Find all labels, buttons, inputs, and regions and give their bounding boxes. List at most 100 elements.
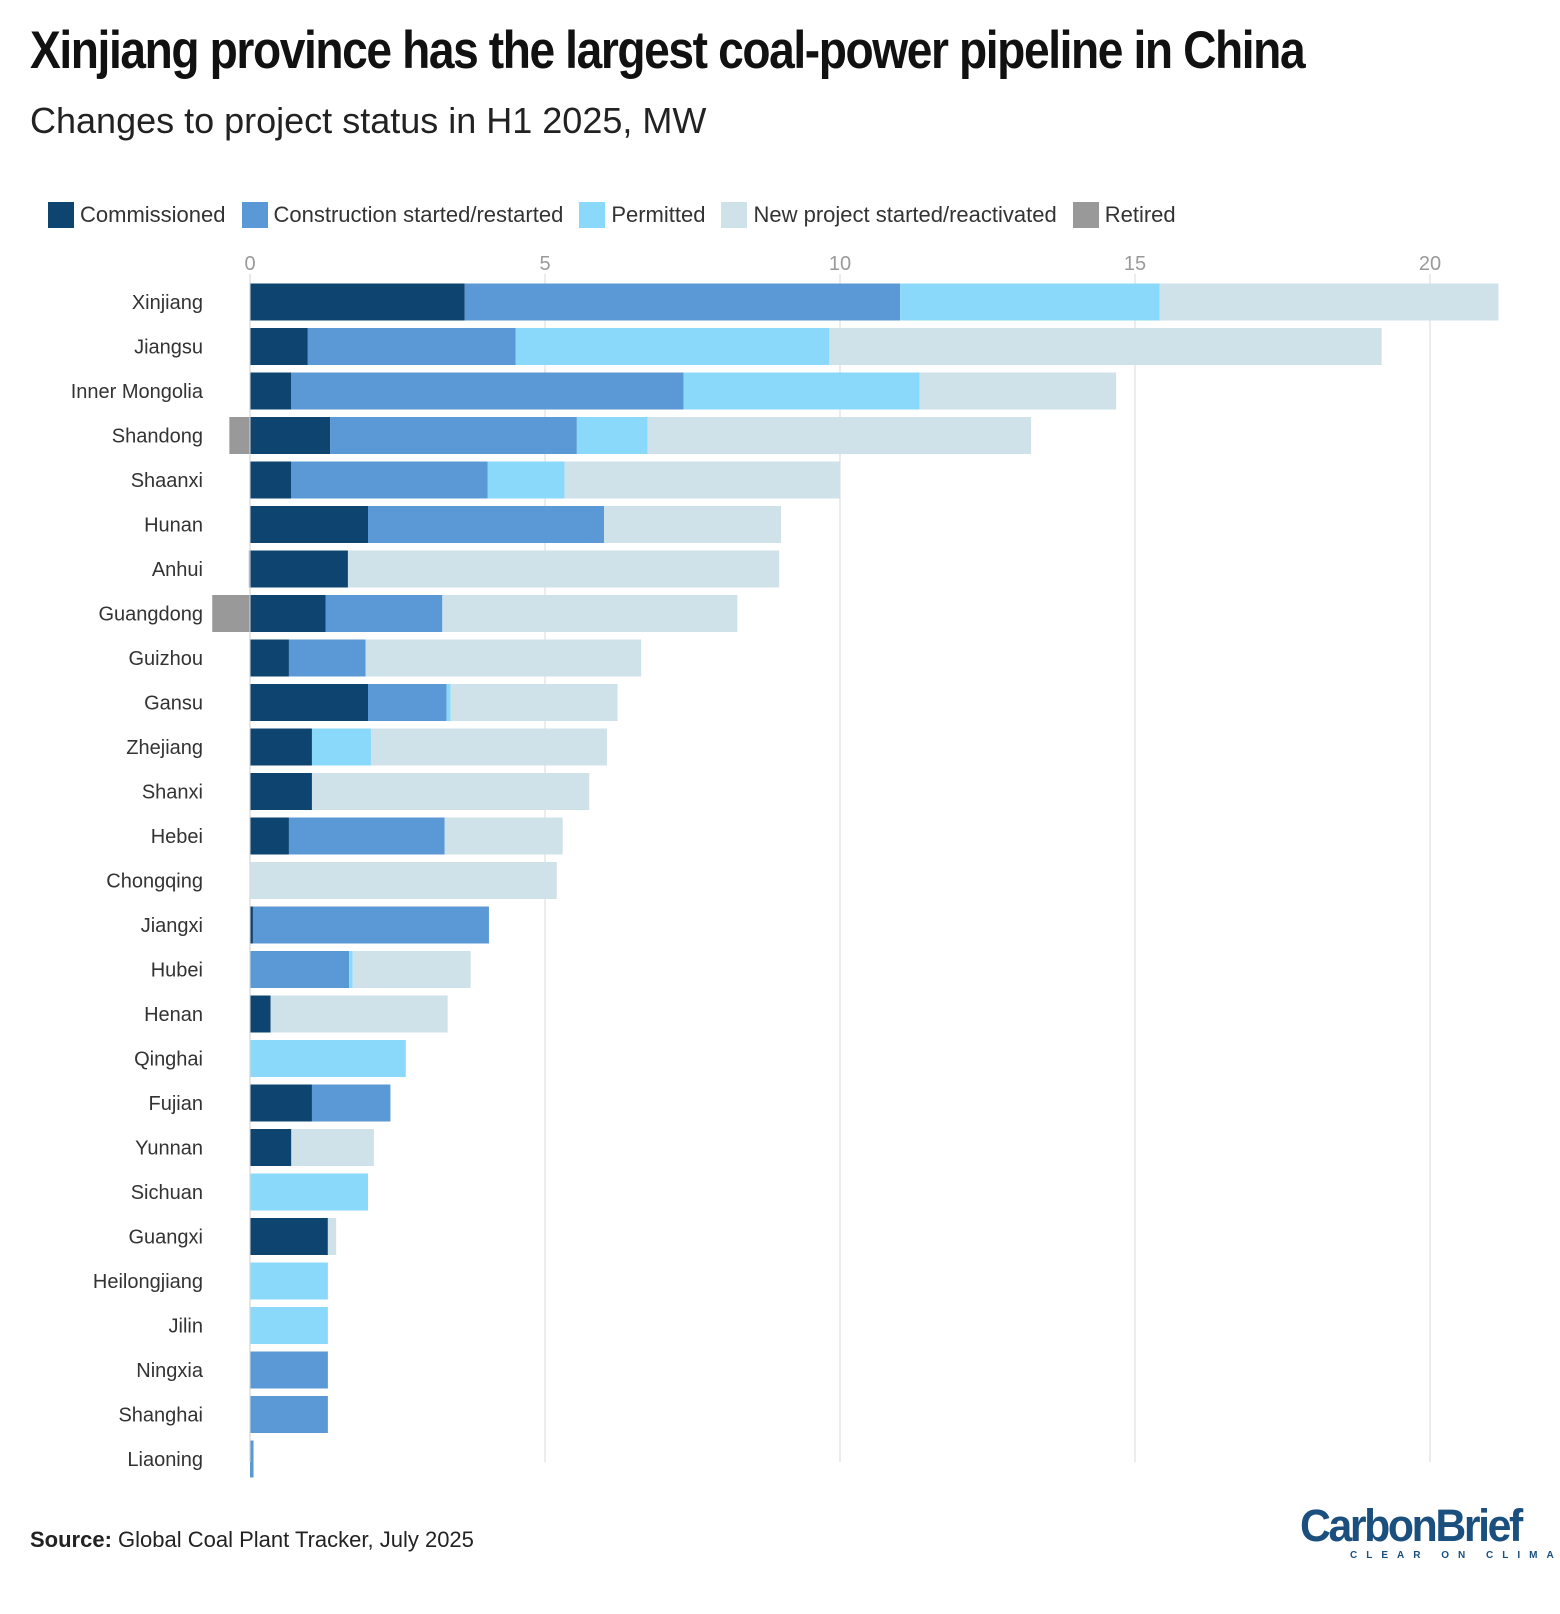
carbonbrief-logo: CarbonBrief CLEAR ON CLIMATE xyxy=(1300,1500,1560,1580)
category-label: Fujian xyxy=(149,1093,203,1115)
bar-segment xyxy=(250,506,368,543)
bar-segment xyxy=(212,595,250,632)
category-label: Zhejiang xyxy=(126,737,203,759)
bar-segment xyxy=(250,995,271,1033)
category-label: Qinghai xyxy=(134,1049,203,1071)
bar-segment xyxy=(288,639,366,677)
bar-segment xyxy=(564,461,840,499)
bar-segment xyxy=(250,283,465,321)
category-label: Henan xyxy=(144,1004,203,1026)
bar-segment xyxy=(291,1129,374,1166)
bar-segment xyxy=(291,372,684,410)
legend-label: Construction started/restarted xyxy=(273,202,564,227)
category-label: Yunnan xyxy=(135,1138,203,1160)
bar-segment xyxy=(250,550,348,588)
bar-segment xyxy=(444,817,563,855)
x-tick-label: 15 xyxy=(1124,253,1146,275)
bar-segment xyxy=(250,1218,328,1255)
bar-segment xyxy=(311,728,371,766)
legend-swatch xyxy=(721,202,748,228)
category-label: Guangxi xyxy=(129,1227,204,1249)
category-label: Heilongjiang xyxy=(93,1271,203,1293)
legend-swatch xyxy=(241,202,268,228)
category-label: Xinjiang xyxy=(132,292,203,314)
bar-segment xyxy=(487,461,565,499)
category-label: Guangdong xyxy=(98,604,203,626)
bar-segment xyxy=(270,995,448,1033)
chart-subtitle: Changes to project status in H1 2025, MW xyxy=(30,100,707,141)
bar-segment xyxy=(347,550,780,588)
bar-segment xyxy=(311,1084,391,1122)
bar-segment xyxy=(900,283,1160,321)
chart-legend: Commissioned Construction started/restar… xyxy=(48,202,1192,228)
category-label: Jiangxi xyxy=(141,915,203,937)
bar-segment xyxy=(250,328,308,365)
category-label: Hubei xyxy=(151,960,203,982)
bar-segment xyxy=(683,372,920,410)
category-label: Liaoning xyxy=(127,1449,203,1471)
category-label: Shandong xyxy=(112,426,203,448)
category-label: Jiangsu xyxy=(134,337,203,359)
bar-segment xyxy=(250,1040,406,1077)
category-label: Gansu xyxy=(144,693,203,715)
bar-segment xyxy=(250,817,289,855)
source-label: Source: xyxy=(30,1527,112,1552)
bar-segment xyxy=(250,417,331,454)
legend-item-construction: Construction started/restarted xyxy=(241,202,564,228)
bar-segment xyxy=(647,417,1032,454)
x-tick-label: 5 xyxy=(539,253,550,275)
bar-segment xyxy=(291,461,488,499)
bar-segment xyxy=(368,506,604,543)
legend-item-new-project: New project started/reactivated xyxy=(721,202,1057,228)
bar-segment xyxy=(446,684,451,721)
bar-segment xyxy=(250,1129,292,1166)
bar-segment xyxy=(250,951,350,988)
bar-segment xyxy=(1159,283,1499,321)
category-label: Ningxia xyxy=(136,1360,204,1382)
category-label: Anhui xyxy=(152,559,203,581)
bar-segment xyxy=(325,595,443,632)
bar-segment xyxy=(919,372,1117,410)
bar-segment xyxy=(250,1440,254,1478)
bar-segment xyxy=(311,773,590,810)
bar-segment xyxy=(250,595,326,632)
bar-segment xyxy=(250,461,292,499)
category-label: Inner Mongolia xyxy=(71,381,204,403)
category-label: Chongqing xyxy=(106,871,203,893)
bar-segment xyxy=(250,1396,328,1433)
bar-segment xyxy=(248,550,250,588)
category-label: Hebei xyxy=(151,826,203,848)
category-label: Jilin xyxy=(169,1316,203,1338)
bar-segment xyxy=(250,1173,368,1211)
logo-wordmark: CarbonBrief xyxy=(1300,1500,1523,1551)
legend-label: Retired xyxy=(1104,202,1176,227)
bar-segment xyxy=(250,906,253,944)
bar-segment xyxy=(829,328,1382,365)
bar-segment xyxy=(330,417,577,454)
bar-segment xyxy=(229,417,250,454)
bar-segment xyxy=(250,1351,328,1389)
bar-segment xyxy=(250,372,292,410)
bar-segment xyxy=(352,951,471,988)
category-label: Guizhou xyxy=(129,648,204,670)
legend-item-permitted: Permitted xyxy=(579,202,705,228)
bar-segment xyxy=(327,1218,337,1255)
category-label: Shaanxi xyxy=(131,470,203,492)
bar-segment xyxy=(250,639,289,677)
x-tick-label: 0 xyxy=(244,253,255,275)
bar-segment xyxy=(252,906,489,944)
legend-item-retired: Retired xyxy=(1072,202,1176,228)
bar-segment xyxy=(604,506,781,543)
category-label: Hunan xyxy=(144,515,203,537)
legend-swatch xyxy=(579,202,606,228)
legend-label: New project started/reactivated xyxy=(753,202,1057,227)
bar-segment xyxy=(365,639,642,677)
legend-item-commissioned: Commissioned xyxy=(48,202,226,228)
bar-segment xyxy=(250,1084,312,1122)
bar-segment xyxy=(368,684,447,721)
bar-segment xyxy=(442,595,738,632)
source-text: Global Coal Plant Tracker, July 2025 xyxy=(118,1527,474,1552)
legend-swatch xyxy=(48,202,74,228)
bar-segment xyxy=(464,283,901,321)
